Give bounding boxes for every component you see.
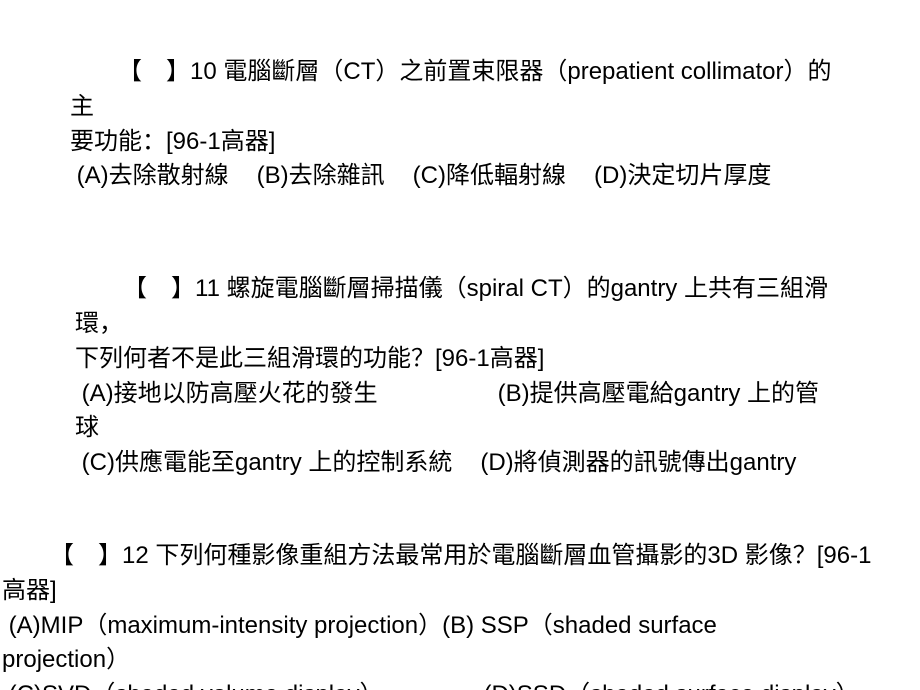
q11-option-a: (A)接地以防高壓火花的發生: [82, 380, 378, 407]
q12-option-c: (C)SVD（shaded volume display）: [9, 681, 384, 690]
question-10: 【 】10 電腦斷層（CT）之前置束限器（prepatient collimat…: [0, 55, 920, 194]
q12-stem-line2: 高器]: [2, 577, 57, 604]
q10-number: 10: [190, 58, 217, 85]
q12-number: 12: [122, 542, 149, 569]
q11-bracket: 【 】: [123, 275, 195, 302]
q11-option-d: (D)將偵測器的訊號傳出gantry: [480, 449, 796, 476]
question-11: 【 】11 螺旋電腦斷層掃描儀（spiral CT）的gantry 上共有三組滑…: [0, 272, 920, 481]
q10-option-b: (B)去除雜訊: [257, 162, 385, 189]
q11-option-c: (C)供應電能至gantry 上的控制系統: [82, 449, 453, 476]
q10-bracket: 【 】: [118, 58, 190, 85]
q12-stem-line1: 下列何種影像重組方法最常用於電腦斷層血管攝影的3D 影像？[96-1: [155, 542, 871, 569]
q11-option-b-suffix: 球: [75, 414, 99, 441]
q11-options: (A)接地以防高壓火花的發生 (B)提供高壓電給gantry 上的管 球 (C)供…: [75, 377, 860, 481]
question-12: 【 】12 下列何種影像重組方法最常用於電腦斷層血管攝影的3D 影像？[96-1…: [0, 539, 920, 690]
q10-options: (A)去除散射線 (B)去除雜訊 (C)降低輻射線 (D)決定切片厚度: [70, 159, 850, 194]
q12-option-b-prefix: (B) SSP（shaded surface: [442, 612, 717, 639]
q10-option-d: (D)決定切片厚度: [594, 162, 771, 189]
q12-option-b-suffix: projection）: [2, 646, 130, 673]
exam-page: 【 】10 電腦斷層（CT）之前置束限器（prepatient collimat…: [0, 0, 920, 690]
q10-option-a: (A)去除散射線: [77, 162, 229, 189]
q11-stem: 【 】11 螺旋電腦斷層掃描儀（spiral CT）的gantry 上共有三組滑…: [75, 272, 860, 376]
q10-stem-line2: 要功能：[96-1高器]: [70, 128, 275, 155]
q10-stem: 【 】10 電腦斷層（CT）之前置束限器（prepatient collimat…: [70, 55, 850, 159]
q12-bracket: 【 】: [50, 542, 122, 569]
q11-option-b-prefix: (B)提供高壓電給gantry 上的管: [498, 380, 819, 407]
q12-stem: 【 】12 下列何種影像重組方法最常用於電腦斷層血管攝影的3D 影像？[96-1…: [2, 539, 918, 609]
q12-options: (A)MIP（maximum-intensity projection）(B) …: [2, 609, 918, 690]
q10-option-c: (C)降低輻射線: [413, 162, 566, 189]
q11-stem-line2: 下列何者不是此三組滑環的功能？[96-1高器]: [75, 345, 544, 372]
q12-option-a: (A)MIP（maximum-intensity projection）: [9, 612, 442, 639]
q12-option-d: (D)SSD（shaded surface display）: [483, 681, 859, 690]
q11-number: 11: [195, 275, 220, 302]
